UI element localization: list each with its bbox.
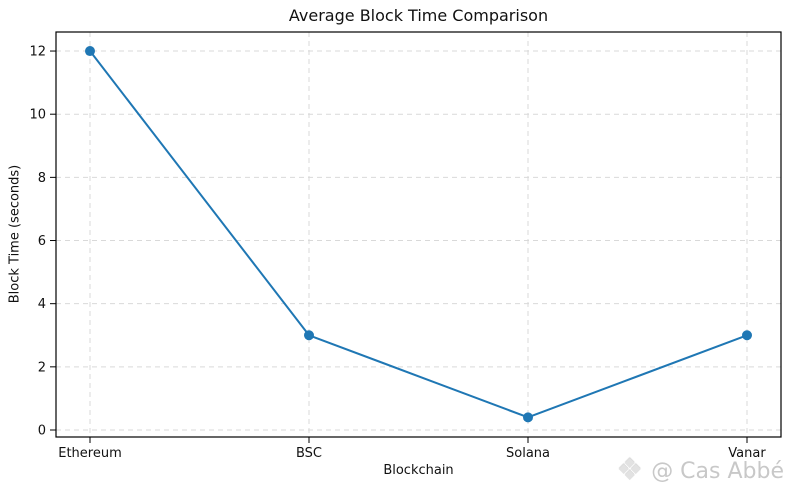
data-point	[523, 412, 533, 423]
y-tick-label: 6	[38, 234, 46, 249]
plot-border	[55, 31, 782, 438]
chart-title: Average Block Time Comparison	[288, 6, 549, 25]
data-line	[89, 50, 748, 419]
y-tick-label: 0	[38, 424, 46, 439]
y-tick-label: 12	[29, 45, 46, 60]
x-tick-label: Vanar	[728, 446, 766, 461]
data-point	[742, 330, 752, 341]
x-tick-label: Solana	[506, 446, 550, 461]
x-tick-label: BSC	[296, 446, 322, 461]
data-point	[85, 46, 95, 57]
x-axis-label: Blockchain	[383, 463, 454, 478]
y-tick-label: 8	[38, 171, 46, 186]
data-point	[304, 330, 314, 341]
y-tick-label: 2	[38, 360, 46, 375]
y-tick-label: 10	[29, 108, 46, 123]
y-tick-label: 4	[38, 297, 46, 312]
x-tick-label: Ethereum	[58, 446, 122, 461]
